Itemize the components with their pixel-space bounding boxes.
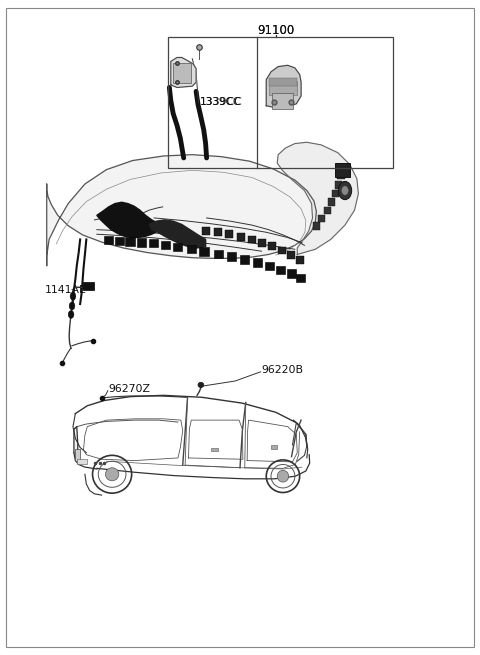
Circle shape [338, 181, 352, 200]
Text: 96220B: 96220B [262, 365, 303, 375]
Bar [318, 215, 325, 222]
Bar [287, 269, 296, 278]
Bar [312, 223, 320, 230]
Bar [161, 241, 170, 250]
Bar [214, 229, 222, 236]
Bar [104, 236, 113, 244]
Bar [271, 445, 277, 449]
Bar [339, 164, 347, 172]
Bar [328, 198, 335, 206]
Bar [187, 245, 196, 253]
Text: 1339CC: 1339CC [199, 98, 242, 107]
Ellipse shape [198, 383, 204, 388]
Bar [253, 258, 263, 267]
Polygon shape [74, 426, 78, 461]
Bar [287, 251, 295, 259]
Bar [168, 37, 393, 168]
Bar [202, 227, 210, 235]
Polygon shape [171, 58, 196, 88]
Bar [84, 282, 94, 290]
Bar [211, 447, 218, 451]
Bar [237, 233, 245, 241]
Circle shape [342, 186, 348, 195]
Bar [115, 237, 124, 246]
Bar [296, 256, 304, 264]
Text: 1141AE: 1141AE [44, 285, 86, 295]
Bar [214, 250, 223, 258]
Bar [335, 181, 342, 189]
Bar [173, 64, 192, 83]
Text: 1339CC: 1339CC [199, 98, 240, 107]
Bar [296, 274, 305, 282]
Bar [173, 243, 182, 251]
Bar [273, 93, 293, 109]
Ellipse shape [106, 468, 119, 481]
Bar [276, 265, 285, 274]
Polygon shape [47, 155, 316, 265]
Bar [240, 255, 249, 263]
Ellipse shape [277, 470, 288, 482]
Bar [227, 252, 236, 261]
Bar [278, 247, 286, 254]
Text: 91100: 91100 [257, 24, 294, 37]
Polygon shape [149, 220, 205, 248]
Bar [137, 238, 146, 247]
Polygon shape [97, 202, 158, 238]
Circle shape [69, 302, 75, 310]
Bar [337, 172, 345, 179]
Polygon shape [277, 142, 359, 254]
Bar [265, 261, 274, 270]
Bar [332, 190, 339, 197]
Bar [336, 163, 350, 178]
Bar [75, 449, 80, 460]
Bar [258, 239, 266, 247]
Circle shape [68, 310, 74, 318]
Text: 96270Z: 96270Z [109, 384, 151, 394]
Bar [269, 79, 297, 86]
Bar [149, 239, 158, 248]
Bar [125, 238, 134, 246]
Polygon shape [266, 66, 301, 107]
Text: 91100: 91100 [257, 24, 294, 37]
Bar [269, 81, 297, 96]
Bar [248, 236, 256, 244]
Bar [324, 207, 331, 214]
Circle shape [70, 292, 76, 300]
Bar [199, 248, 208, 255]
Bar [225, 231, 233, 238]
Bar [77, 458, 87, 464]
Bar [268, 242, 276, 250]
